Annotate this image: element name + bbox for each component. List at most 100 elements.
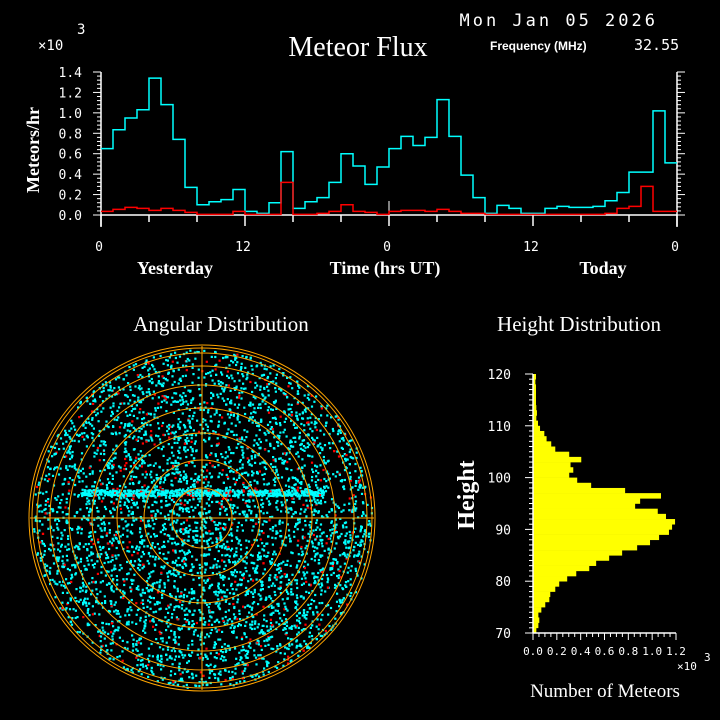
meteor-point xyxy=(175,529,178,532)
meteor-point xyxy=(229,677,232,680)
meteor-point xyxy=(262,502,265,505)
meteor-point xyxy=(210,475,214,478)
meteor-point xyxy=(266,385,269,388)
meteor-point xyxy=(203,599,206,602)
meteor-point xyxy=(285,563,289,566)
meteor-point xyxy=(342,526,345,529)
meteor-point xyxy=(184,558,188,561)
meteor-point xyxy=(152,510,155,513)
meteor-point xyxy=(148,660,151,663)
meteor-point xyxy=(306,494,309,497)
meteor-point xyxy=(57,495,60,498)
meteor-point xyxy=(254,381,257,384)
meteor-point-subset xyxy=(269,490,272,493)
meteor-point xyxy=(214,593,217,596)
meteor-point xyxy=(290,403,293,406)
meteor-point xyxy=(268,383,271,386)
meteor-point xyxy=(170,353,173,356)
meteor-point xyxy=(142,629,145,632)
meteor-point xyxy=(106,490,109,494)
meteor-point xyxy=(206,494,209,497)
meteor-point xyxy=(192,622,195,626)
meteor-point-subset xyxy=(172,680,175,683)
meteor-point xyxy=(301,537,304,540)
flux-title: Meteor Flux xyxy=(288,32,427,63)
meteor-point xyxy=(204,554,207,557)
meteor-point xyxy=(214,494,217,497)
meteor-point xyxy=(214,431,217,434)
meteor-point xyxy=(118,491,121,494)
meteor-point xyxy=(60,499,63,502)
meteor-point xyxy=(319,487,322,490)
meteor-point xyxy=(245,656,248,659)
meteor-point xyxy=(236,406,239,409)
meteor-point xyxy=(269,560,272,563)
meteor-point xyxy=(139,542,142,545)
meteor-point xyxy=(231,630,234,634)
meteor-point xyxy=(130,669,133,672)
meteor-point xyxy=(363,563,366,566)
meteor-point xyxy=(154,535,157,538)
meteor-point xyxy=(149,525,152,528)
meteor-point xyxy=(101,489,105,493)
meteor-point xyxy=(157,396,160,399)
meteor-point xyxy=(251,368,254,371)
meteor-point xyxy=(150,476,153,479)
meteor-point xyxy=(163,399,166,402)
meteor-point xyxy=(244,594,247,597)
meteor-point-subset xyxy=(189,494,192,497)
meteor-point xyxy=(345,532,348,535)
meteor-point xyxy=(100,648,103,651)
meteor-point xyxy=(214,355,217,359)
meteor-point xyxy=(67,543,70,546)
meteor-point xyxy=(292,492,295,495)
meteor-point xyxy=(300,482,303,486)
meteor-point xyxy=(163,493,166,496)
meteor-point xyxy=(111,482,114,485)
meteor-point xyxy=(114,452,117,455)
meteor-point xyxy=(179,403,183,406)
meteor-point xyxy=(203,525,206,528)
meteor-point xyxy=(307,407,310,410)
meteor-point xyxy=(230,430,233,433)
meteor-point xyxy=(298,437,301,440)
meteor-point xyxy=(307,532,310,535)
meteor-point xyxy=(129,456,132,459)
meteor-point-subset xyxy=(196,481,199,484)
meteor-point xyxy=(132,550,136,553)
meteor-point xyxy=(135,622,138,625)
meteor-point xyxy=(208,472,211,475)
meteor-point xyxy=(188,621,191,624)
meteor-point xyxy=(239,659,242,662)
meteor-point xyxy=(184,439,187,442)
meteor-point-subset xyxy=(118,426,122,429)
meteor-point xyxy=(190,454,193,457)
meteor-point xyxy=(110,589,113,592)
meteor-point xyxy=(137,585,140,588)
meteor-point xyxy=(112,590,115,593)
meteor-point-subset xyxy=(205,360,208,363)
meteor-point xyxy=(214,455,217,458)
meteor-point xyxy=(153,546,157,549)
meteor-point-subset xyxy=(259,538,262,541)
meteor-point xyxy=(243,663,246,666)
meteor-point xyxy=(103,428,106,431)
meteor-point xyxy=(178,451,181,454)
meteor-point xyxy=(112,625,115,628)
meteor-point xyxy=(187,530,190,533)
meteor-point xyxy=(65,578,68,581)
meteor-point xyxy=(205,521,208,524)
meteor-point xyxy=(338,605,341,608)
meteor-point xyxy=(141,588,144,591)
meteor-point xyxy=(115,445,118,448)
meteor-point xyxy=(301,401,304,404)
meteor-point xyxy=(149,424,152,427)
meteor-point xyxy=(311,430,314,433)
meteor-point xyxy=(290,469,293,472)
meteor-point xyxy=(98,496,101,499)
meteor-point xyxy=(91,485,94,488)
meteor-point xyxy=(265,368,268,371)
meteor-point xyxy=(54,519,57,522)
meteor-point xyxy=(176,400,179,403)
meteor-point xyxy=(122,578,125,581)
